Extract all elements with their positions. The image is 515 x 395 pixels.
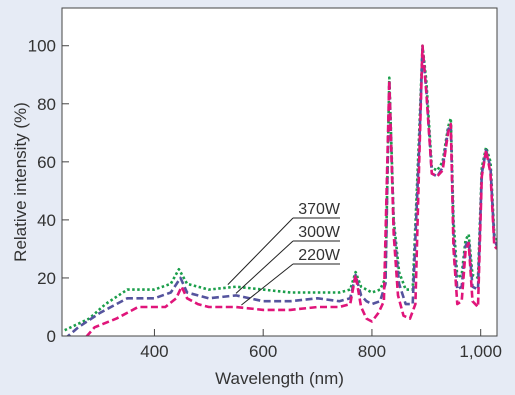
x-tick-label: 600 [249,342,277,361]
annotation-label-220w: 220W [298,247,341,264]
tick-layer: 400 600 800 1,000 0 20 40 60 80 100 [28,37,502,361]
annotation-leader-370w [227,217,294,286]
x-tick-label: 400 [140,342,168,361]
y-tick-label: 40 [37,211,56,230]
annotation-layer: 370W 300W 220W [227,201,341,306]
annotation-leader-300w [235,240,294,294]
y-axis-label: Relative intensity (%) [11,102,30,262]
plot-frame [61,7,498,337]
x-tick-label: 1,000 [459,342,502,361]
series-line-220w [85,44,497,336]
x-tick-label: 800 [358,342,386,361]
series-layer [64,44,497,336]
y-tick-label: 20 [37,269,56,288]
y-tick-label: 80 [37,95,56,114]
annotation-leader-220w [241,263,294,306]
y-tick-label: 0 [47,327,56,346]
annotation-label-370w: 370W [298,201,341,218]
y-tick-label: 100 [28,37,56,56]
series-line-370w [64,44,497,332]
x-axis-label: Wavelength (nm) [215,369,344,388]
series-line-300w [66,47,497,336]
annotation-label-300w: 300W [298,224,341,241]
y-tick-label: 60 [37,153,56,172]
